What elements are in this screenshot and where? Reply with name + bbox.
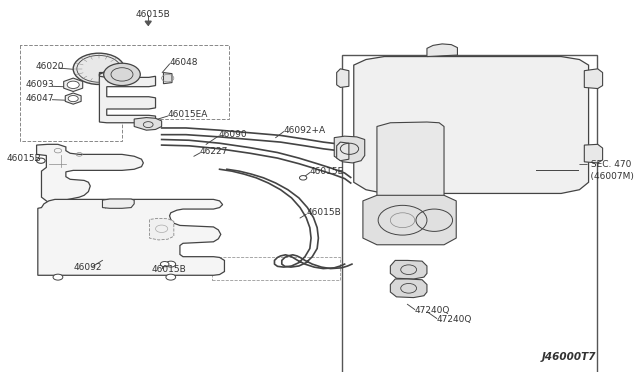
Text: 46047: 46047 (26, 94, 54, 103)
Text: 46092+A: 46092+A (284, 126, 326, 135)
Text: 47240Q: 47240Q (415, 307, 450, 315)
Polygon shape (377, 122, 444, 204)
Text: 46015B: 46015B (6, 154, 41, 163)
Circle shape (104, 63, 140, 86)
Text: J46000T7: J46000T7 (542, 352, 596, 362)
Polygon shape (337, 69, 349, 87)
Text: 46015B: 46015B (151, 265, 186, 274)
Circle shape (53, 274, 63, 280)
Bar (342, 55, 596, 372)
Polygon shape (363, 195, 456, 245)
Text: 46020: 46020 (35, 62, 64, 71)
Text: 46092: 46092 (73, 263, 102, 272)
Text: — SEC. 470
    (46007M): — SEC. 470 (46007M) (579, 160, 634, 181)
Polygon shape (337, 142, 349, 161)
Polygon shape (149, 218, 174, 240)
Circle shape (166, 274, 175, 280)
Circle shape (166, 261, 175, 267)
Circle shape (36, 158, 45, 163)
Polygon shape (145, 21, 151, 25)
Polygon shape (36, 144, 143, 204)
Text: 46015E: 46015E (310, 167, 344, 176)
Circle shape (161, 262, 169, 267)
Polygon shape (65, 93, 81, 104)
Polygon shape (334, 136, 365, 163)
Text: 46015B: 46015B (136, 10, 170, 19)
Polygon shape (390, 260, 427, 279)
Polygon shape (163, 73, 172, 84)
Text: 47240Q: 47240Q (436, 315, 472, 324)
Text: 46048: 46048 (170, 58, 198, 67)
Text: 46090: 46090 (218, 130, 247, 139)
Text: 46227: 46227 (200, 147, 228, 156)
Circle shape (73, 53, 124, 84)
Polygon shape (64, 78, 83, 92)
Circle shape (67, 81, 79, 89)
Text: 46093: 46093 (26, 80, 54, 89)
Polygon shape (38, 199, 225, 275)
Text: 46015EA: 46015EA (168, 110, 208, 119)
Polygon shape (102, 199, 134, 208)
Polygon shape (99, 71, 156, 123)
Circle shape (68, 96, 78, 102)
Bar (212, 257, 340, 280)
Circle shape (300, 176, 307, 180)
Text: 46015B: 46015B (306, 208, 341, 217)
Polygon shape (354, 57, 589, 193)
Polygon shape (584, 69, 603, 89)
Polygon shape (390, 279, 427, 298)
Polygon shape (427, 44, 458, 57)
Polygon shape (134, 118, 162, 130)
Polygon shape (584, 144, 603, 163)
